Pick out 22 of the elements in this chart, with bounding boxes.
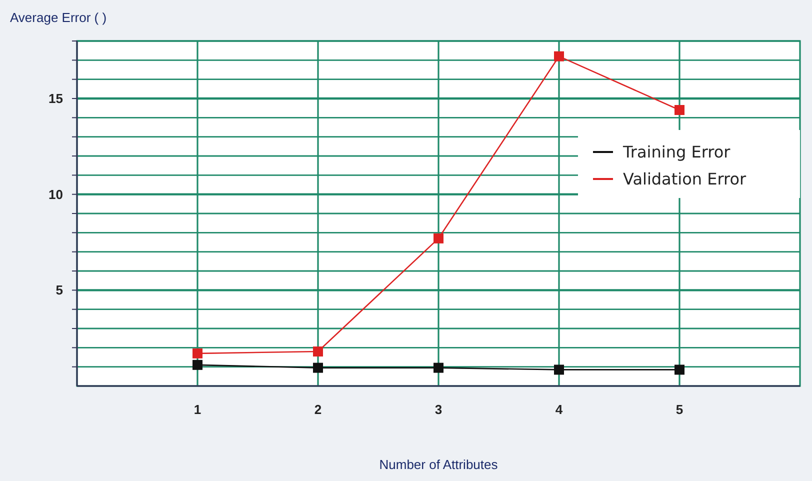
point bbox=[674, 364, 684, 375]
y-tick-label: 5 bbox=[56, 282, 63, 298]
point bbox=[192, 348, 202, 358]
x-tick-label: 3 bbox=[434, 402, 442, 417]
point bbox=[192, 360, 202, 370]
y-tick-label: 10 bbox=[48, 186, 63, 202]
point bbox=[674, 105, 684, 115]
point bbox=[434, 362, 444, 373]
point bbox=[554, 51, 564, 62]
x-axis-title: Number of Attributes bbox=[379, 457, 498, 472]
point bbox=[434, 233, 444, 244]
x-tick-label: 1 bbox=[194, 402, 202, 417]
x-tick-label: 2 bbox=[314, 402, 322, 417]
point bbox=[313, 346, 323, 356]
point bbox=[554, 364, 564, 375]
x-tick-label: 5 bbox=[676, 402, 684, 417]
legend-label: Training Error bbox=[622, 142, 731, 162]
legend-label: Validation Error bbox=[623, 170, 747, 189]
x-tick-label: 4 bbox=[555, 402, 564, 417]
y-tick-label: 15 bbox=[48, 91, 63, 106]
y-axis-title: Average Error ( ) bbox=[10, 10, 107, 25]
point bbox=[313, 362, 323, 373]
